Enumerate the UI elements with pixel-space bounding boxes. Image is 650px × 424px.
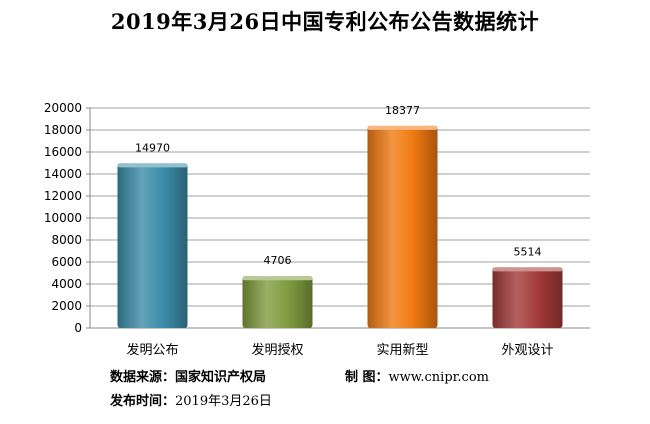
category-label: 实用新型: [376, 342, 428, 358]
publish-date-label: 发布时间：: [110, 394, 175, 409]
data-label: 4706: [264, 254, 292, 267]
bar-top-highlight: [493, 267, 563, 271]
data-label: 5514: [514, 245, 542, 258]
y-tick-label: 4000: [51, 277, 82, 291]
category-label: 发明公布: [126, 342, 178, 358]
y-tick-label: 14000: [44, 167, 82, 181]
bar-top-highlight: [243, 276, 313, 280]
data-source: 数据来源：国家知识产权局: [110, 366, 266, 385]
y-tick-label: 10000: [44, 211, 82, 225]
data-source-label: 数据来源：: [110, 370, 175, 385]
chart-maker-value: www.cnipr.com: [389, 370, 489, 385]
category-labels: 发明公布 发明授权 实用新型 外观设计: [126, 342, 553, 358]
y-tick-label: 18000: [44, 123, 82, 137]
y-tick-label: 6000: [51, 255, 82, 269]
publish-date-value: 2019年3月26日: [175, 394, 272, 409]
chart-maker-label: 制 图：: [345, 370, 389, 385]
data-source-value: 国家知识产权局: [175, 370, 266, 385]
y-tick-label: 16000: [44, 145, 82, 159]
data-label: 18377: [385, 104, 420, 117]
data-labels: 14970 4706 18377 5514: [135, 104, 542, 267]
bars: [118, 126, 563, 328]
bar-top-highlight: [368, 126, 438, 130]
y-tick-label: 0: [74, 321, 82, 335]
bar-4: [493, 267, 563, 328]
y-tick-labels: 0 2000 4000 6000 8000 10000 12000 14000 16000 180…: [44, 101, 82, 335]
category-label: 外观设计: [501, 343, 553, 358]
bar-top-highlight: [118, 163, 188, 167]
bar-1: [118, 163, 188, 328]
y-tick-label: 12000: [44, 189, 82, 203]
category-label: 发明授权: [251, 342, 303, 358]
bar-3: [368, 126, 438, 328]
publish-date: 发布时间：2019年3月26日: [110, 390, 272, 409]
chart-maker: 制 图：www.cnipr.com: [345, 366, 489, 385]
data-label: 14970: [135, 141, 170, 154]
bar-2: [243, 276, 313, 328]
y-tick-label: 2000: [51, 299, 82, 313]
y-tick-label: 8000: [51, 233, 82, 247]
y-tick-label: 20000: [44, 101, 82, 115]
